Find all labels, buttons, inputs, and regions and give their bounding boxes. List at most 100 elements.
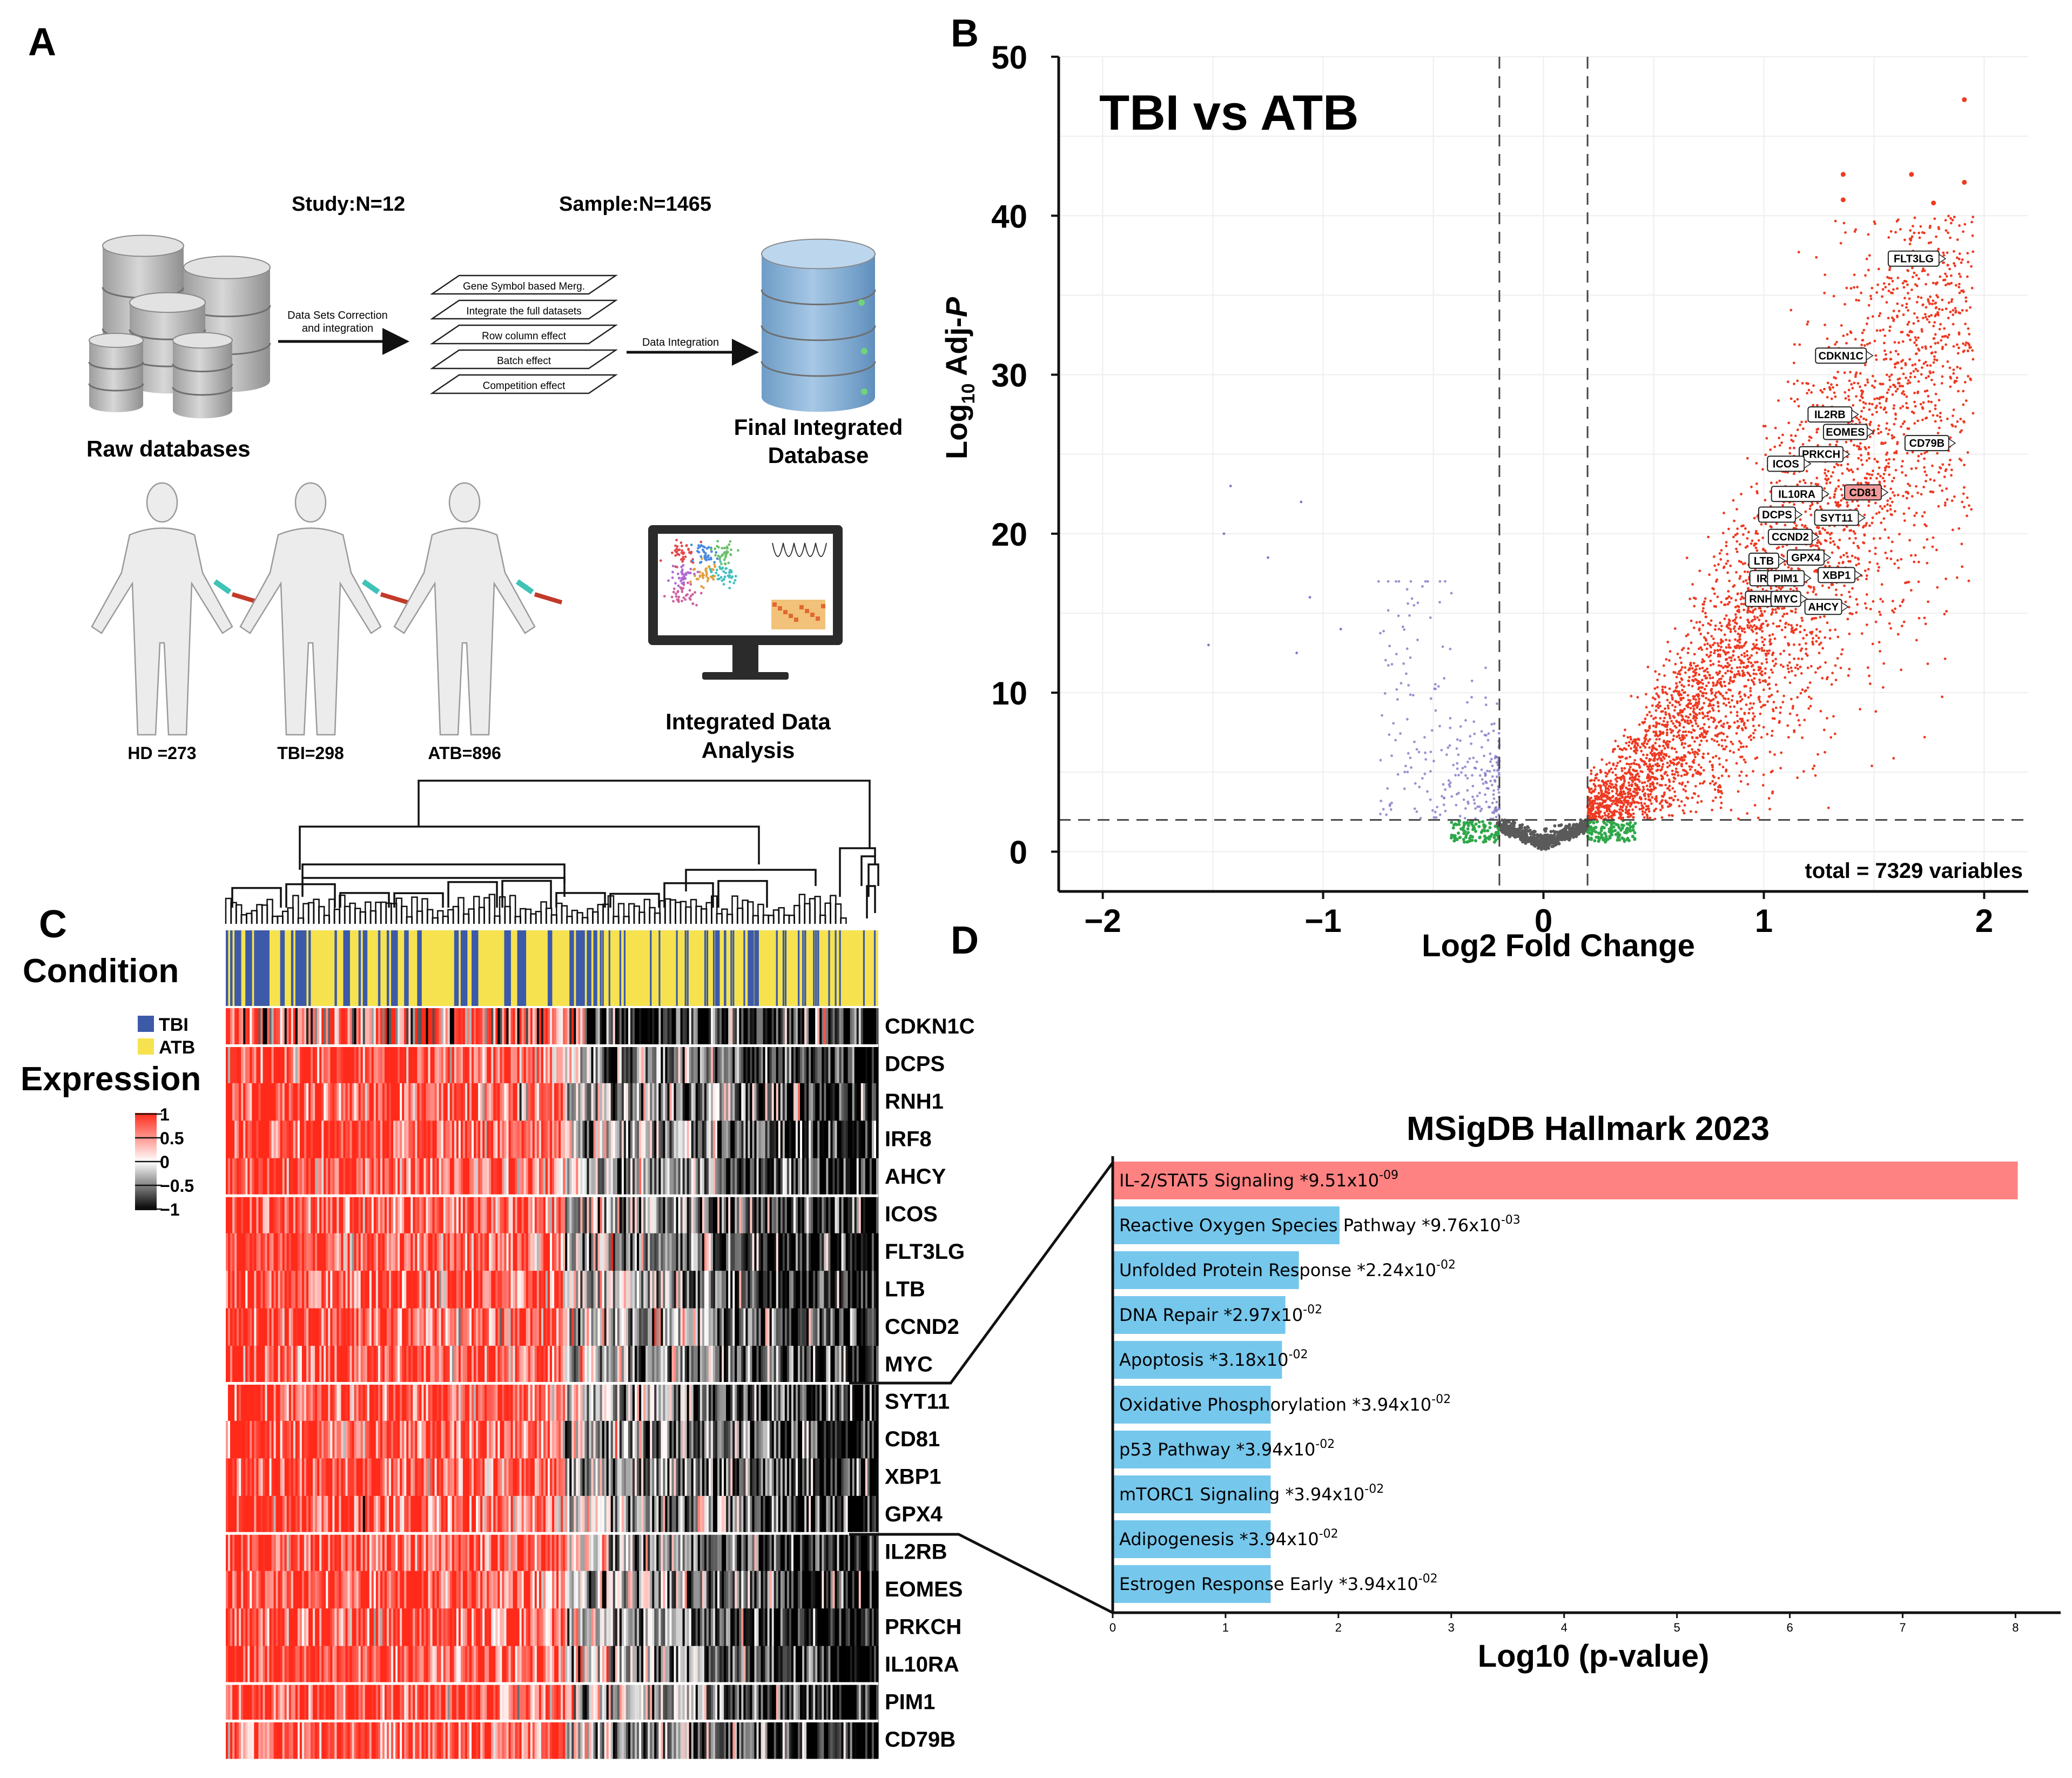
heatmap-cell: [697, 1045, 701, 1084]
heatmap-cell: [408, 1196, 411, 1234]
heatmap-cell: [732, 1196, 735, 1234]
heatmap-cell: [800, 1383, 803, 1421]
heatmap-cell: [411, 1383, 413, 1421]
heatmap-cell: [876, 1008, 879, 1046]
condition-tbi-stripe: [730, 930, 732, 1006]
heatmap-cell: [413, 1083, 415, 1121]
heatmap-cell: [324, 1420, 326, 1459]
heatmap-cell: [780, 1008, 783, 1046]
heatmap-cell: [795, 1458, 798, 1497]
heatmap-cell: [697, 1383, 701, 1421]
heatmap-cell: [606, 1383, 609, 1421]
heatmap-cell: [645, 1233, 648, 1271]
heatmap-cell: [671, 1008, 675, 1046]
heatmap-cell: [693, 1533, 696, 1572]
heatmap-cell: [784, 1383, 788, 1421]
heatmap-cell: [582, 1383, 585, 1421]
heatmap-cell: [449, 1495, 453, 1534]
heatmap-cell: [319, 1308, 322, 1346]
heatmap-cell: [545, 1383, 548, 1421]
heatmap-cell: [337, 1420, 339, 1459]
heatmap-cell: [748, 1495, 751, 1534]
heatmap-cell: [288, 1045, 292, 1084]
heatmap-cell: [545, 1045, 548, 1084]
heatmap-cell: [341, 1346, 344, 1384]
heatmap-cell: [347, 1458, 351, 1497]
heatmap-cell: [430, 1571, 433, 1609]
heatmap-cell: [811, 1008, 813, 1046]
heatmap-cell: [517, 1233, 520, 1271]
heatmap-cell: [313, 1458, 315, 1497]
heatmap-cell: [580, 1083, 583, 1121]
heatmap-cell: [645, 1008, 648, 1046]
heatmap-cell: [608, 1458, 611, 1497]
heatmap-cell: [358, 1233, 361, 1271]
heatmap-cell: [845, 1346, 849, 1384]
heatmap-cell: [284, 1233, 287, 1271]
heatmap-cell: [828, 1158, 831, 1196]
heatmap-cell: [706, 1121, 709, 1159]
heatmap-cell: [565, 1458, 568, 1497]
heatmap-cell: [226, 1233, 228, 1271]
heatmap-cell: [476, 1346, 479, 1384]
heatmap-cell: [621, 1495, 624, 1534]
heatmap-cell: [809, 1495, 811, 1534]
heatmap-cell: [684, 1158, 688, 1196]
heatmap-cell: [430, 1121, 433, 1159]
heatmap-cell: [273, 1233, 277, 1271]
heatmap-cell: [554, 1533, 557, 1572]
heatmap-cell: [656, 1533, 659, 1572]
heatmap-cell: [462, 1045, 466, 1084]
heatmap-cell: [393, 1383, 396, 1421]
heatmap-cell: [480, 1083, 483, 1121]
heatmap-cell: [430, 1346, 433, 1384]
heatmap-cell: [476, 1196, 479, 1234]
heatmap-cell: [580, 1196, 583, 1234]
condition-tbi-stripe: [835, 930, 837, 1006]
heatmap-cell: [652, 1271, 655, 1309]
heatmap-cell: [324, 1158, 326, 1196]
heatmap-cell: [267, 1346, 270, 1384]
heatmap-cell: [625, 1420, 629, 1459]
condition-tbi-stripe: [815, 930, 817, 1006]
heatmap-cell: [275, 1383, 279, 1421]
heatmap-cell: [271, 1533, 274, 1572]
heatmap-cell: [719, 1233, 722, 1271]
heatmap-cell: [254, 1346, 257, 1384]
heatmap-cell: [393, 1158, 396, 1196]
heatmap-cell: [665, 1196, 668, 1234]
heatmap-cell: [306, 1571, 309, 1609]
heatmap-cell: [608, 1083, 611, 1121]
heatmap-cell: [630, 1045, 633, 1084]
heatmap-cell: [554, 1308, 557, 1346]
heatmap-cell: [334, 1121, 337, 1159]
heatmap-cell: [826, 1533, 829, 1572]
heatmap-cell: [267, 1008, 270, 1046]
heatmap-cell: [654, 1121, 657, 1159]
heatmap-cell: [763, 1158, 766, 1196]
heatmap-cell: [608, 1383, 611, 1421]
heatmap-cell: [469, 1083, 472, 1121]
heatmap-cell: [367, 1158, 370, 1196]
heatmap-cell: [593, 1196, 596, 1234]
heatmap-cell: [306, 1158, 309, 1196]
heatmap-cell: [569, 1495, 572, 1534]
heatmap-cell: [493, 1271, 496, 1309]
sample-count: Sample:N=1465: [559, 193, 711, 216]
panel-a-letter: A: [28, 21, 56, 64]
heatmap-cell: [656, 1045, 659, 1084]
heatmap-cell: [710, 1308, 714, 1346]
heatmap-cell: [695, 1495, 698, 1534]
heatmap-cell: [769, 1045, 772, 1084]
heatmap-cell: [304, 1045, 307, 1084]
heatmap-cell: [847, 1008, 851, 1046]
heatmap-cell: [445, 1083, 448, 1121]
heatmap-cell: [269, 1533, 272, 1572]
heatmap-cell: [332, 1196, 335, 1234]
heatmap-cell: [445, 1571, 448, 1609]
heatmap-cell: [304, 1008, 307, 1046]
heatmap-cell: [404, 1346, 407, 1384]
heatmap-cell: [730, 1533, 733, 1572]
heatmap-cell: [815, 1495, 818, 1534]
heatmap-cell: [458, 1158, 461, 1196]
